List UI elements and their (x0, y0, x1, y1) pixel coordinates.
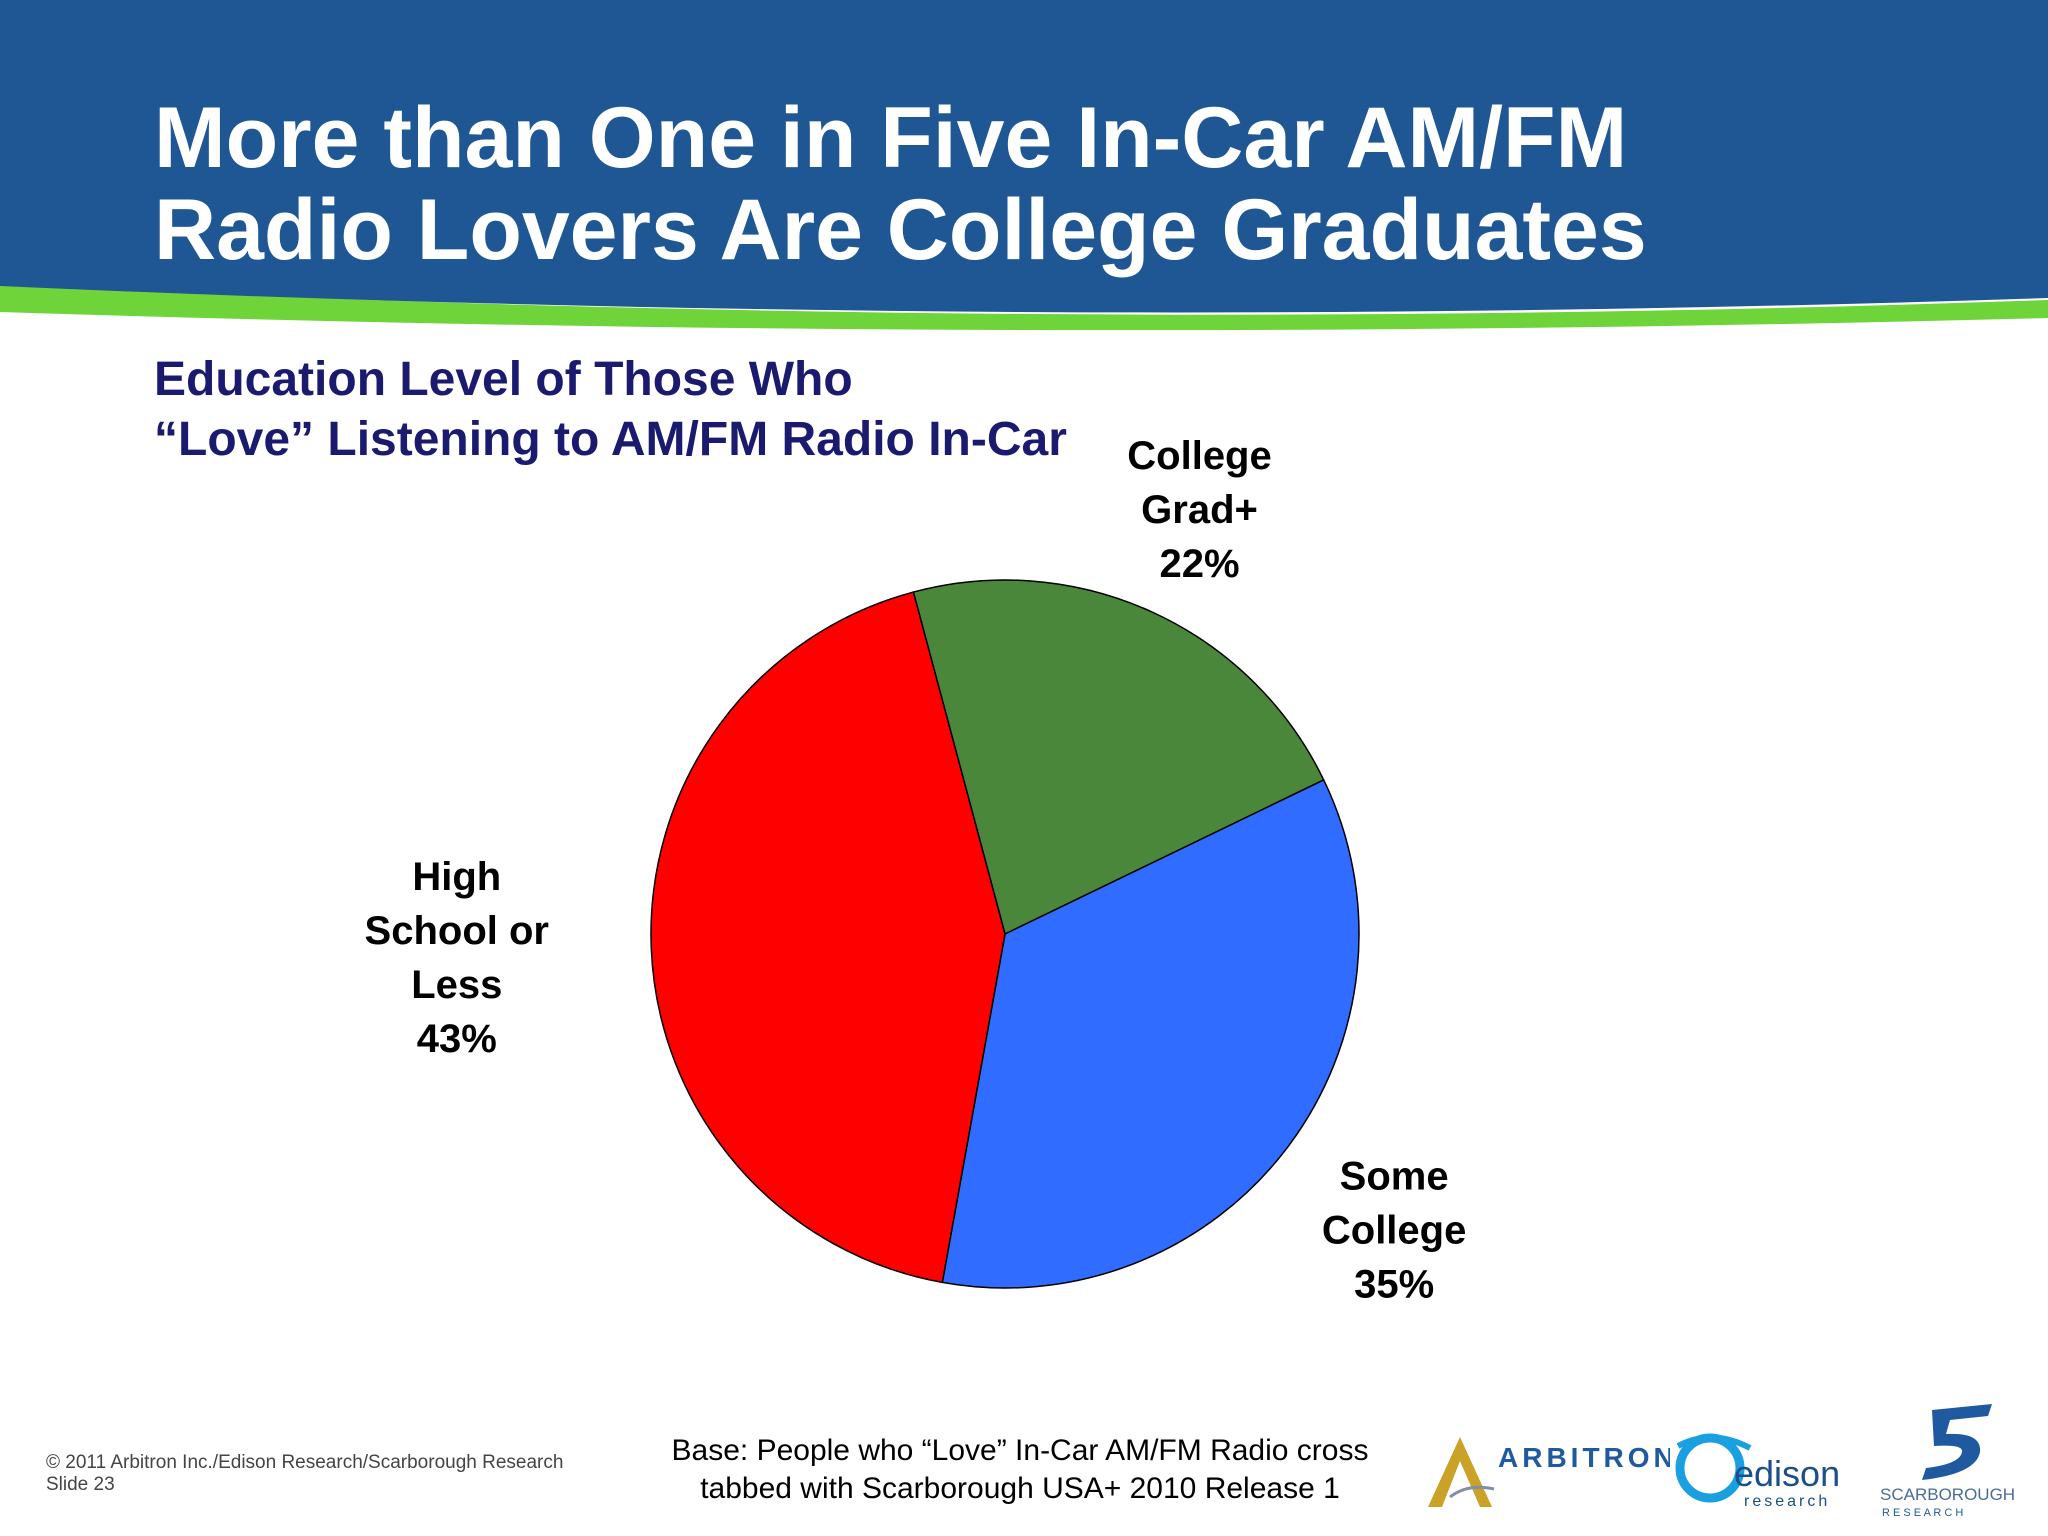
scarborough-subtext: R E S E A R C H (1882, 1507, 1963, 1519)
pie-labels: College Grad+ 22% Some College 35% High School … (365, 434, 1467, 1306)
slice-label-line: 43% (417, 1017, 497, 1061)
edison-logo: edison research (1675, 1433, 1840, 1510)
arbitron-logo: ARBITRON (1428, 1437, 1670, 1507)
pie-slices (650, 579, 1360, 1289)
scarborough-s-mark-icon (1922, 1404, 1992, 1480)
pie-slice-high-school-or-less (650, 591, 1006, 1284)
slice-label-line: Grad+ (1141, 488, 1258, 532)
slice-label-college-grad: College Grad+ 22% (1127, 434, 1271, 586)
slice-label-line: Less (411, 963, 502, 1007)
base-note-line-2: tabbed with Scarborough USA+ 2010 Releas… (700, 1472, 1340, 1505)
chart-subtitle: Education Level of Those Who “Love” List… (154, 350, 1067, 470)
header-band (0, 0, 2048, 331)
arbitron-wordmark: ARBITRON (1498, 1442, 1670, 1473)
slice-label-line: College (1127, 434, 1271, 478)
scarborough-logo: SCARBOROUGH R E S E A R C H (1880, 1404, 2015, 1519)
slice-label-line: Some (1340, 1154, 1449, 1198)
slide-title-line-1: More than One in Five In-Car AM/FM (154, 90, 1628, 186)
slide-number: Slide 23 (46, 1474, 115, 1495)
arbitron-swoosh-icon (1449, 1485, 1495, 1499)
slice-label-line: 22% (1159, 542, 1239, 586)
header-green-stripe (0, 284, 2048, 331)
slice-label-some-college: Some College 35% (1322, 1154, 1466, 1306)
pie-slice-some-college (941, 778, 1360, 1289)
slide-title: More than One in Five In-Car AM/FM Radio… (154, 92, 1647, 276)
slide-title-line-2: Radio Lovers Are College Graduates (154, 182, 1647, 278)
pie-slice-college-grad (912, 579, 1325, 936)
edison-subtext: research (1744, 1493, 1830, 1510)
copyright-text: © 2011 Arbitron Inc./Edison Research/Sca… (46, 1452, 564, 1473)
slice-label-line: College (1322, 1208, 1466, 1252)
base-note-line-1: Base: People who “Love” In-Car AM/FM Rad… (671, 1434, 1369, 1467)
slice-label-high-school-or-less: High School or Less 43% (365, 855, 549, 1061)
edison-orbit-icon (1676, 1434, 1752, 1451)
base-note: Base: People who “Love” In-Car AM/FM Rad… (640, 1432, 1400, 1508)
edison-wordmark: edison (1734, 1453, 1840, 1494)
scarborough-wordmark: SCARBOROUGH (1880, 1485, 2015, 1504)
copyright-footer: © 2011 Arbitron Inc./Edison Research/Sca… (46, 1452, 563, 1496)
slice-label-line: 35% (1354, 1262, 1434, 1306)
chart-subtitle-line-1: Education Level of Those Who (154, 353, 853, 406)
header-blue-background (0, 0, 2048, 313)
arbitron-a-mark-icon (1428, 1437, 1492, 1507)
slice-label-line: School or (365, 909, 549, 953)
chart-subtitle-line-2: “Love” Listening to AM/FM Radio In-Car (154, 413, 1067, 466)
edison-ring-icon (1675, 1433, 1745, 1503)
slice-label-line: High (412, 855, 501, 899)
